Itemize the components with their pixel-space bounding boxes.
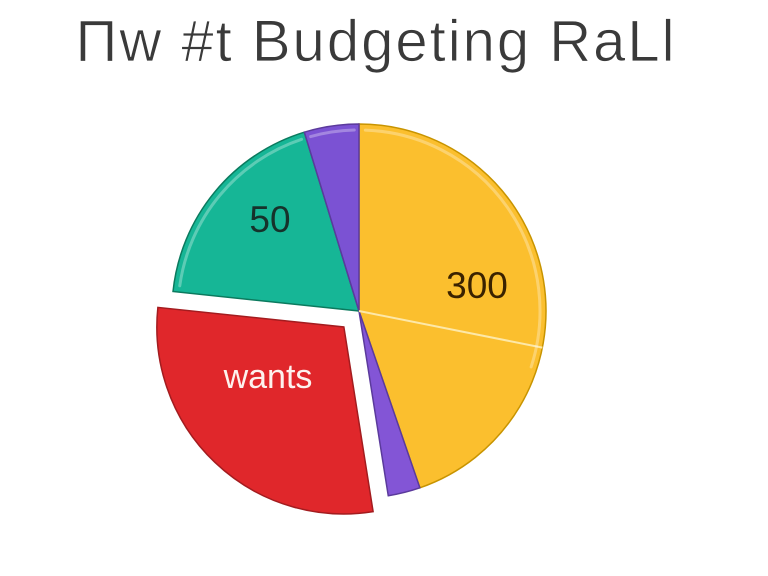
- svg-text:50: 50: [249, 199, 290, 240]
- svg-text:300: 300: [446, 265, 508, 306]
- svg-text:wants: wants: [223, 358, 313, 396]
